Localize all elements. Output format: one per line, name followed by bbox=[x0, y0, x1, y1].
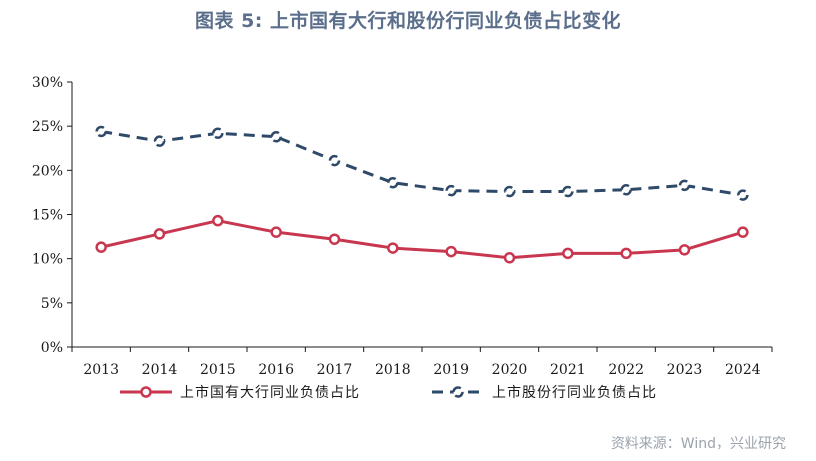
y-tick-label: 20% bbox=[32, 163, 63, 179]
y-tick-label: 0% bbox=[41, 340, 63, 356]
x-tick-label: 2016 bbox=[258, 362, 294, 378]
data-point-series-1 bbox=[445, 245, 457, 258]
x-tick-label: 2023 bbox=[667, 362, 703, 378]
data-point-series-1 bbox=[737, 226, 749, 238]
data-point-series-1 bbox=[212, 214, 224, 227]
data-point-series-1 bbox=[270, 226, 282, 238]
legend-marker-1 bbox=[140, 386, 152, 398]
series-line-2 bbox=[100, 129, 744, 197]
data-point-series-2 bbox=[153, 135, 166, 147]
data-point-series-1 bbox=[503, 252, 516, 264]
x-tick-label: 2014 bbox=[142, 362, 178, 378]
data-point-series-2 bbox=[445, 184, 457, 197]
data-point-series-2 bbox=[328, 154, 341, 167]
data-point-series-1 bbox=[562, 247, 574, 260]
chart-axes: 0% 5% 10% 15% 20% 25% 30% 2013 2014 2015 2016 2017 2… bbox=[32, 75, 773, 378]
series-line-1 bbox=[100, 219, 744, 260]
data-point-series-2 bbox=[212, 127, 224, 139]
x-tick-label: 2019 bbox=[433, 362, 469, 378]
x-tick-label: 2024 bbox=[725, 362, 761, 378]
data-point-series-1 bbox=[328, 233, 341, 245]
y-tick-label: 15% bbox=[32, 208, 63, 224]
x-tick-label: 2017 bbox=[317, 362, 353, 378]
chart-series bbox=[95, 125, 749, 264]
x-tick-label: 2020 bbox=[492, 362, 528, 378]
data-point-series-1 bbox=[153, 228, 166, 240]
x-tick-label: 2015 bbox=[200, 362, 236, 378]
x-tick-label: 2021 bbox=[550, 362, 586, 378]
data-point-series-1 bbox=[387, 242, 399, 254]
y-tick-label: 25% bbox=[32, 119, 63, 135]
data-point-series-2 bbox=[95, 125, 107, 138]
y-tick-label: 30% bbox=[32, 75, 63, 91]
data-point-series-2 bbox=[503, 185, 516, 198]
x-tick-label: 2013 bbox=[83, 362, 119, 378]
data-point-series-1 bbox=[620, 247, 632, 260]
chart-title: 图表 5: 上市国有大行和股份行同业负债占比变化 bbox=[194, 10, 622, 32]
data-point-series-2 bbox=[678, 179, 691, 192]
legend-label-2: 上市股份行同业负债占比 bbox=[492, 384, 657, 401]
chart-legend: 上市国有大行同业负债占比 上市股份行同业负债占比 bbox=[120, 384, 657, 401]
y-tick-label: 10% bbox=[32, 252, 63, 268]
data-point-series-1 bbox=[95, 241, 107, 253]
source-note: 资料来源：Wind，兴业研究 bbox=[610, 436, 786, 452]
x-tick-label: 2018 bbox=[375, 362, 411, 378]
data-point-series-2 bbox=[620, 184, 632, 196]
y-tick-label: 5% bbox=[41, 296, 63, 312]
data-point-series-2 bbox=[387, 176, 399, 189]
x-tick-label: 2022 bbox=[608, 362, 644, 378]
data-point-series-2 bbox=[270, 131, 282, 143]
data-point-series-2 bbox=[562, 185, 574, 198]
data-point-series-2 bbox=[737, 189, 749, 201]
data-point-series-1 bbox=[678, 244, 691, 256]
legend-marker-2 bbox=[452, 386, 464, 398]
legend-label-1: 上市国有大行同业负债占比 bbox=[180, 384, 360, 401]
